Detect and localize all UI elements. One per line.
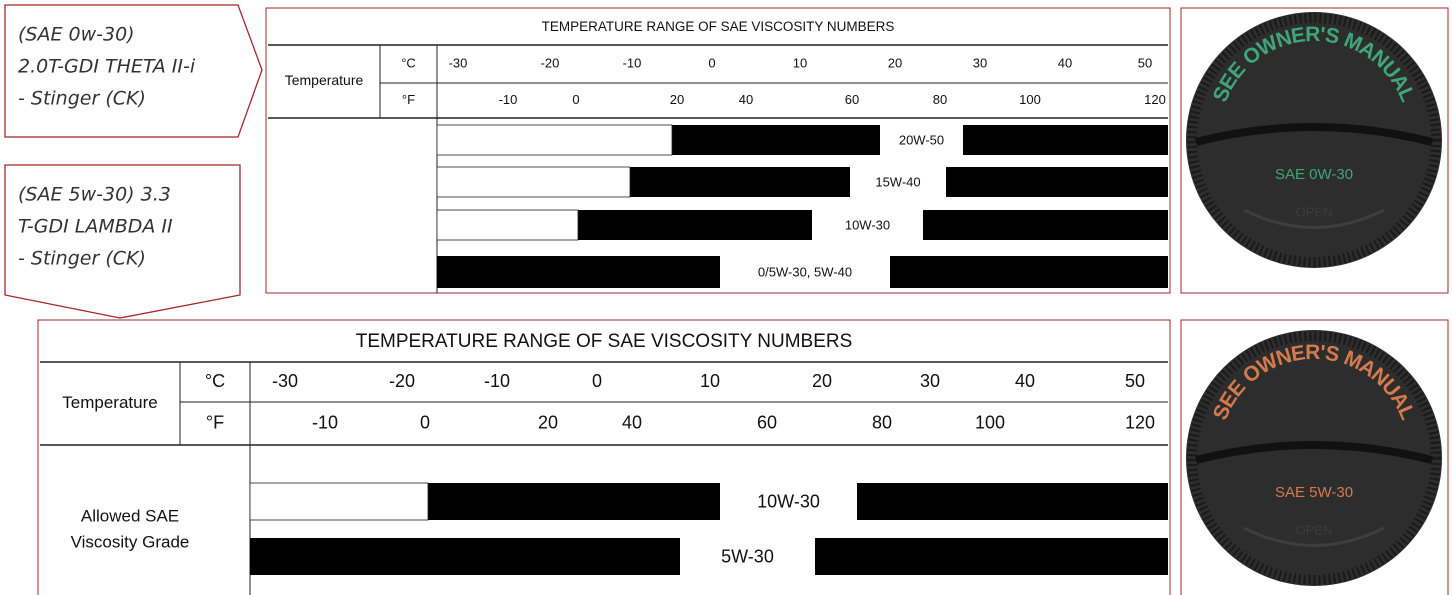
- grade-label: 10W-30: [757, 491, 820, 511]
- grade-axis-label: Viscosity Grade: [71, 532, 190, 551]
- fahrenheit-tick: 0: [420, 412, 430, 432]
- callout-text: T-GDI LAMBDA II: [18, 216, 173, 238]
- celsius-tick: -20: [389, 371, 415, 391]
- callout-text: - Stinger (CK): [18, 248, 146, 270]
- grade-label: 10W-30: [845, 217, 890, 232]
- callout-text: - Stinger (CK): [18, 88, 146, 110]
- fahrenheit-tick: 100: [1019, 92, 1041, 107]
- fahrenheit-tick: -10: [499, 92, 518, 107]
- celsius-tick: 0: [708, 55, 715, 70]
- table-title: TEMPERATURE RANGE OF SAE VISCOSITY NUMBE…: [542, 19, 895, 34]
- row-label: Temperature: [62, 393, 157, 412]
- fahrenheit-tick: 60: [757, 412, 777, 432]
- fahrenheit-tick: 120: [1144, 92, 1166, 107]
- celsius-tick: 40: [1015, 371, 1035, 391]
- range-gap: [437, 210, 578, 240]
- table-title: TEMPERATURE RANGE OF SAE VISCOSITY NUMBE…: [356, 331, 853, 352]
- fahrenheit-tick: 40: [739, 92, 753, 107]
- callout-text: (SAE 0w-30): [18, 24, 135, 46]
- cap-grade: SAE 5W-30: [1275, 484, 1353, 501]
- celsius-tick: 40: [1058, 55, 1072, 70]
- callout-text: 2.0T-GDI THETA II-i: [18, 56, 196, 78]
- celsius-tick: -10: [623, 55, 642, 70]
- celsius-tick: 0: [592, 371, 602, 391]
- celsius-tick: 50: [1138, 55, 1152, 70]
- fahrenheit-tick: 100: [975, 412, 1005, 432]
- range-gap: [437, 125, 672, 155]
- grade-label: 5W-30: [721, 546, 774, 566]
- fahrenheit-tick: 80: [872, 412, 892, 432]
- fahrenheit-tick: 20: [538, 412, 558, 432]
- callout-text: (SAE 5w-30) 3.3: [18, 184, 171, 206]
- unit-label: °C: [205, 371, 225, 391]
- fahrenheit-tick: -10: [312, 412, 338, 432]
- range-gap: [437, 167, 630, 197]
- page: (SAE 0w-30) 2.0T-GDI THETA II-i - Stinger …: [0, 0, 1452, 595]
- grade-label: 15W-40: [875, 174, 920, 189]
- celsius-tick: -30: [449, 55, 468, 70]
- grade-label: 0/5W-30, 5W-40: [758, 264, 852, 279]
- range-gap: [250, 483, 428, 520]
- celsius-tick: 30: [973, 55, 987, 70]
- cap-open: OPEN: [1296, 204, 1333, 219]
- row-label: Temperature: [285, 72, 364, 88]
- celsius-tick: 50: [1125, 371, 1145, 391]
- celsius-tick: 20: [888, 55, 902, 70]
- fahrenheit-tick: 80: [933, 92, 947, 107]
- celsius-tick: 10: [700, 371, 720, 391]
- fahrenheit-tick: 40: [622, 412, 642, 432]
- celsius-tick: 30: [920, 371, 940, 391]
- celsius-tick: -20: [541, 55, 560, 70]
- fahrenheit-tick: 0: [572, 92, 579, 107]
- fahrenheit-tick: 60: [845, 92, 859, 107]
- grade-label: 20W-50: [899, 132, 944, 147]
- cap-grade: SAE 0W-30: [1275, 166, 1353, 183]
- celsius-tick: 10: [793, 55, 807, 70]
- cap-open: OPEN: [1296, 522, 1333, 537]
- celsius-tick: -30: [272, 371, 298, 391]
- unit-label: °F: [206, 412, 224, 432]
- celsius-tick: 20: [812, 371, 832, 391]
- celsius-tick: -10: [484, 371, 510, 391]
- fahrenheit-tick: 120: [1125, 412, 1155, 432]
- fahrenheit-tick: 20: [670, 92, 684, 107]
- unit-label: °F: [402, 92, 415, 107]
- unit-label: °C: [401, 55, 416, 70]
- grade-axis-label: Allowed SAE: [81, 506, 179, 525]
